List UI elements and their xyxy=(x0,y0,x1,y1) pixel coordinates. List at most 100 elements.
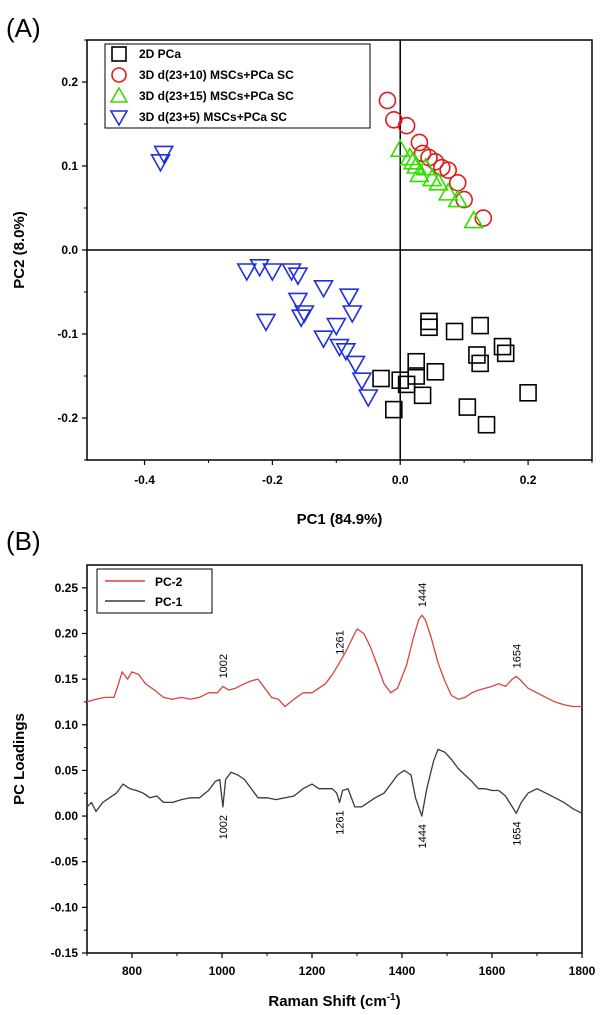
series-line-pc-2 xyxy=(86,614,582,708)
data-point-triangle-up xyxy=(428,172,449,191)
x-tick-label-a: 0.2 xyxy=(520,473,537,487)
legend-marker-circle xyxy=(111,67,127,83)
x-tick-label-b: 1800 xyxy=(569,964,596,978)
legend-marker-triangle-down xyxy=(109,110,129,127)
peak-annotation: 1002 xyxy=(218,654,230,678)
data-point-circle xyxy=(397,116,416,135)
data-point-triangle-up xyxy=(447,188,469,208)
data-point-square xyxy=(471,316,489,335)
data-point-square xyxy=(420,312,438,331)
y-tick-label-a: 0.1 xyxy=(61,159,78,173)
data-point-triangle-down xyxy=(287,267,309,286)
legend-label-a: 3D d(23+15) MSCs+PCa SC xyxy=(139,89,294,103)
data-point-triangle-down xyxy=(357,389,379,408)
data-point-square xyxy=(385,400,403,419)
data-point-triangle-up xyxy=(389,138,411,157)
x-tick-label-a: -0.2 xyxy=(262,473,283,487)
data-point-square xyxy=(407,352,426,371)
x-tick-label-b: 1200 xyxy=(299,964,326,978)
x-tick-label-b: 800 xyxy=(122,964,142,978)
data-point-triangle-up xyxy=(409,163,430,183)
data-point-circle xyxy=(385,111,403,129)
data-point-triangle-down xyxy=(281,263,302,282)
data-point-square xyxy=(426,362,445,381)
y-tick-label-b: 0.05 xyxy=(55,763,79,777)
y-tick-label-b: 0.00 xyxy=(55,809,79,823)
legend-label-b: PC-1 xyxy=(155,595,183,609)
data-point-circle xyxy=(410,133,429,152)
plot-frame-b xyxy=(86,564,583,954)
data-point-circle xyxy=(474,209,493,227)
data-point-square xyxy=(519,383,537,402)
data-point-triangle-down xyxy=(335,342,357,362)
legend-marker-square xyxy=(111,46,127,62)
x-tick-label-a: -0.4 xyxy=(134,473,155,487)
data-point-triangle-down xyxy=(150,154,171,173)
x-tick-label-b: 1400 xyxy=(389,964,416,978)
data-point-square xyxy=(493,337,512,356)
data-point-triangle-down xyxy=(255,313,277,333)
data-point-square xyxy=(471,354,489,373)
y-tick-label-b: 0.25 xyxy=(55,581,79,595)
y-tick-label-a: 0.2 xyxy=(61,75,78,89)
data-point-triangle-down xyxy=(345,355,366,375)
peak-annotation: 1444 xyxy=(417,824,429,848)
legend-b xyxy=(96,568,213,614)
data-point-square xyxy=(407,367,426,385)
y-tick-label-b: 0.10 xyxy=(55,718,79,732)
y-tick-label-b: -0.15 xyxy=(51,946,79,960)
data-point-triangle-down xyxy=(262,263,283,282)
data-point-triangle-up xyxy=(405,155,427,174)
y-tick-label-b: -0.05 xyxy=(51,855,79,869)
peak-annotation: 1261 xyxy=(334,810,346,834)
data-point-triangle-down xyxy=(329,338,350,358)
data-point-triangle-down xyxy=(249,258,270,278)
y-tick-label-b: 0.15 xyxy=(55,672,79,686)
series-line-pc-1 xyxy=(86,748,583,817)
data-point-triangle-up xyxy=(415,157,437,176)
data-point-triangle-down xyxy=(351,372,373,391)
y-tick-label-a: -0.1 xyxy=(57,327,78,341)
panel-label-a: (A) xyxy=(6,13,41,43)
data-point-triangle-down xyxy=(338,288,360,307)
peak-annotation: 1654 xyxy=(511,644,523,668)
x-tick-label-a: 0.0 xyxy=(392,473,409,487)
data-point-circle xyxy=(439,161,457,179)
panel-label-b: (B) xyxy=(6,526,41,556)
legend-label-a: 2D PCa xyxy=(139,47,181,61)
data-point-square xyxy=(413,386,432,405)
data-point-square xyxy=(477,415,496,434)
peak-annotation: 1444 xyxy=(417,583,429,607)
y-tick-label-a: -0.2 xyxy=(57,411,78,425)
data-point-square xyxy=(445,322,464,341)
x-axis-label-b: Raman Shift (cm-1) xyxy=(268,992,400,1010)
y-axis-label-b: PC Loadings xyxy=(11,713,28,805)
x-tick-label-b: 1000 xyxy=(209,964,236,978)
data-point-square xyxy=(458,398,477,416)
data-point-circle xyxy=(455,190,473,209)
data-point-circle xyxy=(378,91,397,110)
peak-annotation: 1261 xyxy=(334,630,346,654)
legend-label-b: PC-2 xyxy=(155,575,183,589)
data-point-triangle-down xyxy=(313,330,334,349)
x-axis-label-a: PC1 (84.9%) xyxy=(297,511,383,528)
data-point-triangle-down xyxy=(236,263,258,282)
data-point-triangle-down xyxy=(313,279,334,299)
data-point-circle xyxy=(448,174,467,192)
y-axis-label-a: PC2 (8.0%) xyxy=(11,211,28,289)
y-tick-label-b: -0.10 xyxy=(51,900,79,914)
data-point-triangle-down xyxy=(287,292,309,312)
x-tick-label-b: 1600 xyxy=(479,964,506,978)
data-point-square xyxy=(420,318,438,337)
legend-marker-triangle-up xyxy=(109,86,129,103)
data-point-triangle-down xyxy=(290,309,312,328)
legend-label-a: 3D d(23+10) MSCs+PCa SC xyxy=(139,68,294,82)
data-point-triangle-down xyxy=(341,305,363,324)
data-point-triangle-up xyxy=(463,209,485,229)
peak-annotation: 1654 xyxy=(511,821,523,845)
legend-label-a: 3D d(23+5) MSCs+PCa SC xyxy=(139,110,287,124)
data-point-triangle-down xyxy=(325,317,347,337)
data-point-square xyxy=(496,344,515,363)
data-point-triangle-up xyxy=(437,182,459,201)
